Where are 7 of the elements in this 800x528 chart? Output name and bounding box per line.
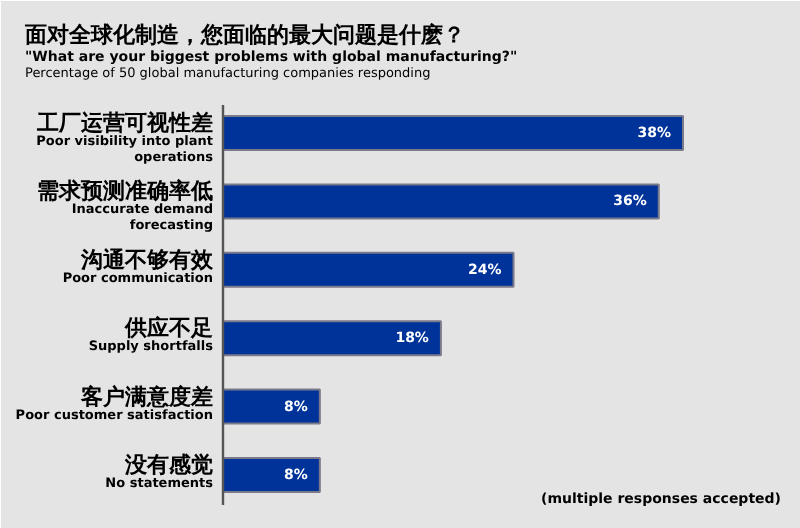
bar bbox=[222, 457, 321, 493]
bar bbox=[222, 183, 660, 220]
bar bbox=[222, 251, 515, 288]
bar bbox=[222, 388, 321, 425]
bar bbox=[222, 320, 442, 357]
chart-title: 面对全球化制造，您面临的最大问题是什麽？ bbox=[23, 22, 465, 48]
bar bbox=[222, 115, 684, 151]
